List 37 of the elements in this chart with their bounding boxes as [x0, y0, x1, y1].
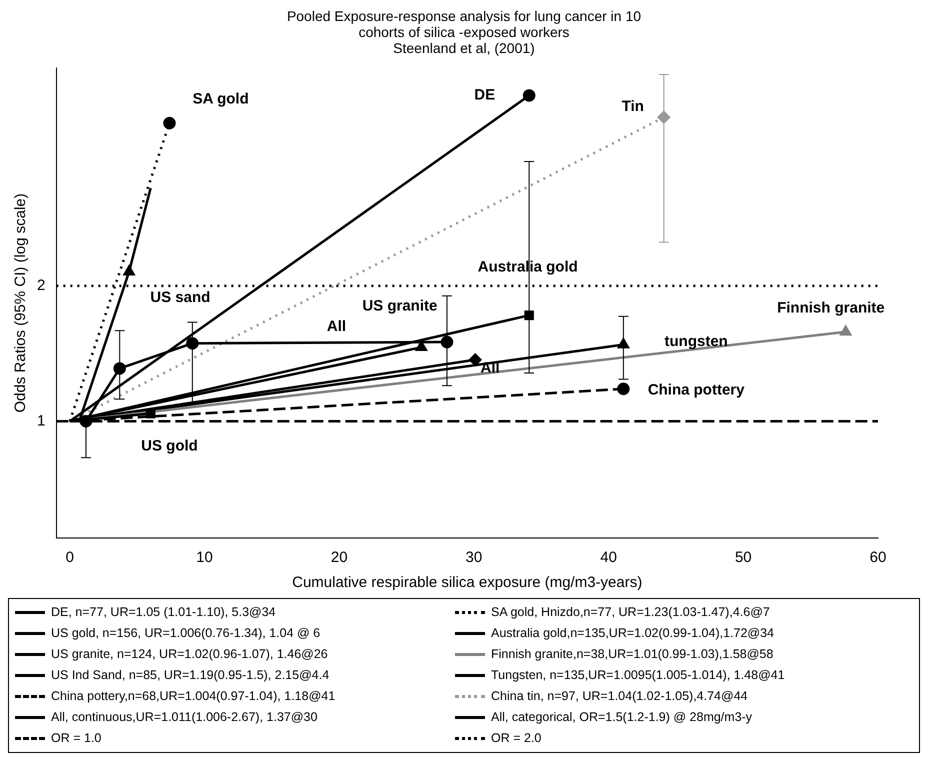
y-axis-title: Odds Ratios (95% CI) (log scale) — [12, 193, 30, 413]
x-tick-label: 20 — [330, 549, 348, 566]
annotation: China pottery — [648, 382, 746, 399]
legend-label: US Ind Sand, n=85, UR=1.19(0.95-1.5), 2.15@4.4 — [51, 668, 330, 682]
legend-label: China tin, n=97, UR=1.04(1.02-1.05),4.74@44 — [491, 689, 748, 703]
x-tick-label: 10 — [196, 549, 213, 566]
x-tick-label: 50 — [734, 549, 752, 566]
annotation: DE — [474, 86, 496, 104]
legend-label: China pottery,n=68,UR=1.004(0.97-1.04), 1.18@41 — [51, 689, 336, 703]
legend-label: US gold, n=156, UR=1.006(0.76-1.34), 1.04 @ 6 — [51, 626, 320, 640]
legend-label: SA gold, Hnizdo,n=77, UR=1.23(1.03-1.47),4.6@7 — [491, 605, 770, 619]
legend-label: US granite, n=124, UR=1.02(0.96-1.07), 1.46@26 — [51, 647, 328, 661]
legend-label: All, continuous,UR=1.011(1.006-2.67), 1.37@30 — [51, 710, 318, 724]
annotation: Finnish granite — [777, 300, 885, 317]
annotation: SA gold — [192, 90, 249, 108]
annotation: US sand — [150, 289, 210, 306]
legend-label: Tungsten, n=135,UR=1.0095(1.005-1.014), 1.48@41 — [491, 668, 785, 682]
y-tick-label: 1 — [37, 412, 46, 430]
x-axis-title: Cumulative respirable silica exposure (mg/m3-years) — [292, 574, 642, 592]
chart-subtitle: Steenland et al, (2001) — [392, 40, 536, 56]
x-tick-label: 0 — [66, 549, 74, 566]
x-tick-label: 40 — [600, 549, 617, 566]
legend-label: OR = 1.0 — [51, 731, 102, 745]
annotation: US granite — [362, 298, 438, 315]
legend-label: OR = 2.0 — [491, 731, 542, 745]
chart-title: Pooled Exposure-response analysis for lung cancer in 10 cohorts of silica -exposed workers — [286, 8, 642, 40]
legend-label: All, categorical, OR=1.5(1.2-1.9) @ 28mg/m3-y — [491, 710, 752, 724]
x-tick-label: 60 — [870, 549, 886, 566]
annotation: US gold — [141, 437, 198, 454]
legend-label: DE, n=77, UR=1.05 (1.01-1.10), 5.3@34 — [51, 605, 276, 619]
annotation: tungsten — [664, 333, 728, 350]
annotation: Tin — [622, 98, 644, 115]
y-tick-label: 2 — [37, 276, 46, 294]
legend-label: Finnish granite,n=38,UR=1.01(0.99-1.03),1.58@58 — [491, 647, 774, 661]
annotation: All — [326, 318, 346, 336]
x-tick-label: 30 — [466, 549, 482, 566]
legend-label: Australia gold,n=135,UR=1.02(0.99-1.04),1.72@34 — [491, 626, 774, 640]
